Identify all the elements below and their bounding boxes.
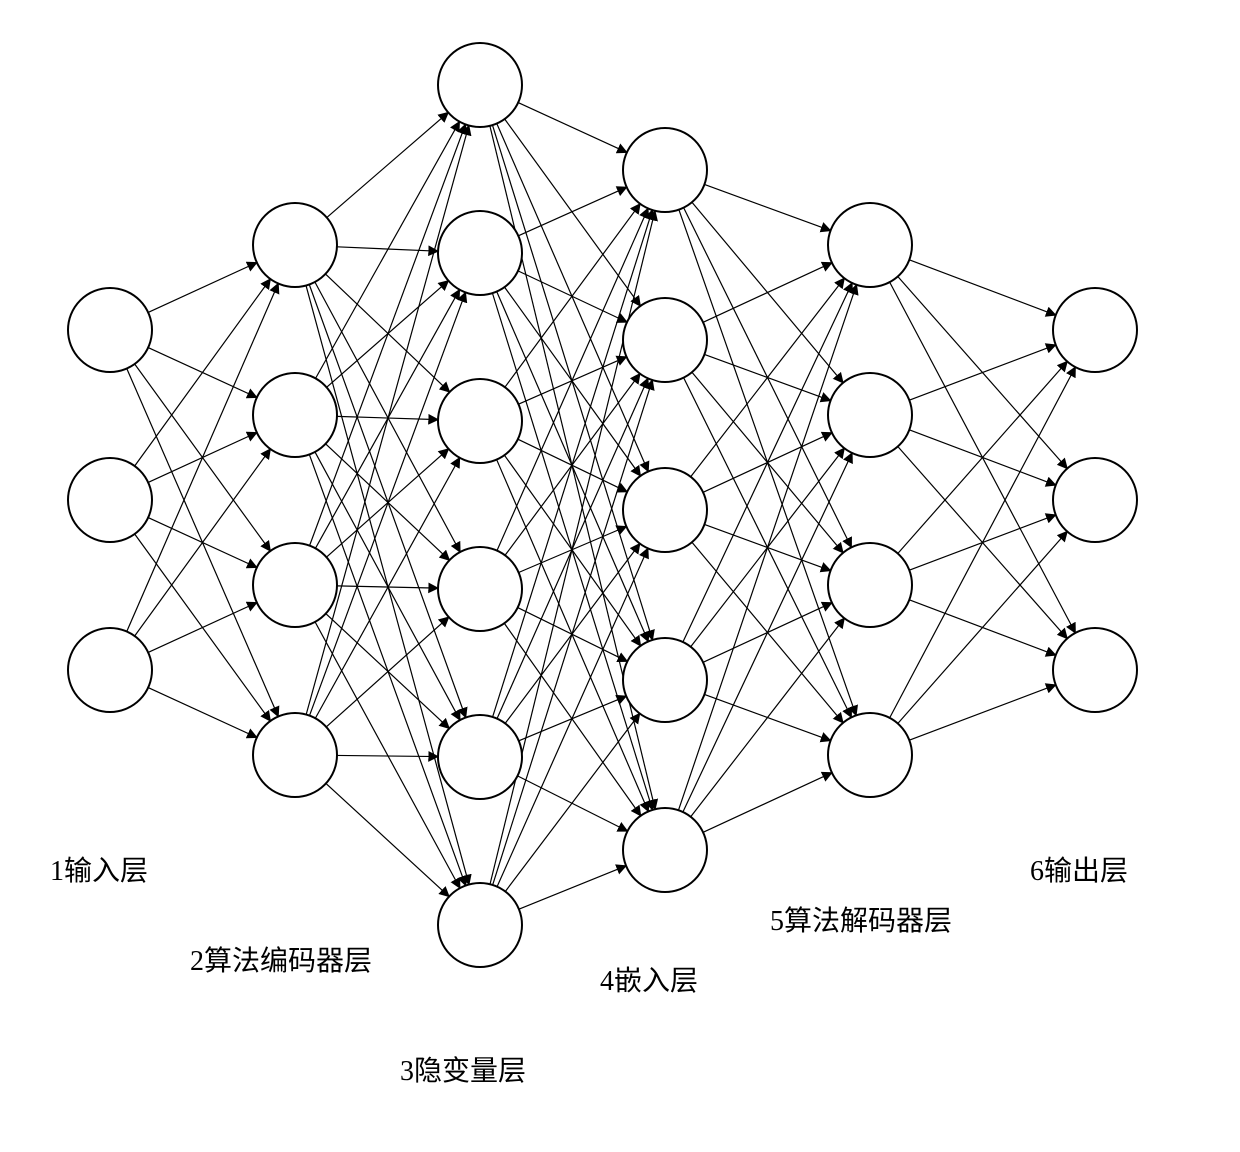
edge: [519, 866, 626, 909]
layer-label-6: 6输出层: [1030, 855, 1128, 887]
edge: [505, 119, 641, 306]
node-L4-0: [623, 128, 707, 212]
edge: [678, 285, 856, 810]
node-L1-1: [68, 458, 152, 542]
edge: [148, 688, 257, 738]
node-L4-4: [623, 808, 707, 892]
node-L6-0: [1053, 288, 1137, 372]
edge: [135, 449, 271, 636]
node-L2-1: [253, 373, 337, 457]
edge: [909, 260, 1055, 315]
labels-group: 1输入层 2算法编码器层 3隐变量层 4嵌入层 5算法解码器层 6输出层: [50, 855, 1128, 1087]
node-L1-2: [68, 628, 152, 712]
node-L6-1: [1053, 458, 1137, 542]
node-L1-0: [68, 288, 152, 372]
node-L4-3: [623, 638, 707, 722]
edge: [135, 279, 271, 466]
node-L4-1: [623, 298, 707, 382]
edge: [490, 211, 655, 884]
node-L3-2: [438, 379, 522, 463]
layer-label-2: 2算法编码器层: [190, 945, 372, 977]
edge: [909, 685, 1055, 740]
node-L2-2: [253, 543, 337, 627]
node-L3-4: [438, 715, 522, 799]
edge: [505, 287, 641, 476]
node-L5-1: [828, 373, 912, 457]
edge: [493, 380, 653, 885]
edge: [703, 773, 832, 833]
node-L2-3: [253, 713, 337, 797]
edge: [703, 263, 832, 323]
edge: [898, 361, 1067, 553]
node-L5-0: [828, 203, 912, 287]
edge: [504, 623, 640, 815]
node-L3-0: [438, 43, 522, 127]
edge: [704, 184, 830, 230]
edge: [683, 283, 852, 642]
edge: [327, 112, 448, 217]
edge: [310, 124, 466, 545]
edge: [337, 755, 438, 756]
nodes-group: [68, 43, 1137, 967]
node-L2-0: [253, 203, 337, 287]
edge: [691, 618, 845, 817]
edge: [909, 345, 1055, 400]
edge: [518, 103, 627, 153]
edge: [890, 367, 1076, 718]
node-L5-3: [828, 713, 912, 797]
layer-label-4: 4嵌入层: [600, 965, 698, 997]
node-L4-2: [623, 468, 707, 552]
edge: [325, 274, 449, 392]
edge: [326, 783, 449, 896]
edge: [898, 531, 1067, 723]
edge: [148, 603, 257, 653]
node-L3-1: [438, 211, 522, 295]
layer-label-5: 5算法解码器层: [770, 905, 952, 937]
neural-network-diagram: 1输入层 2算法编码器层 3隐变量层 4嵌入层 5算法解码器层 6输出层: [0, 0, 1240, 1152]
node-L6-2: [1053, 628, 1137, 712]
node-L3-3: [438, 547, 522, 631]
node-L3-5: [438, 883, 522, 967]
edge: [148, 263, 257, 313]
edge: [326, 444, 450, 560]
edge: [493, 210, 653, 717]
node-L5-2: [828, 543, 912, 627]
layer-label-3: 3隐变量层: [400, 1055, 526, 1087]
layer-label-1: 1输入层: [50, 855, 148, 887]
